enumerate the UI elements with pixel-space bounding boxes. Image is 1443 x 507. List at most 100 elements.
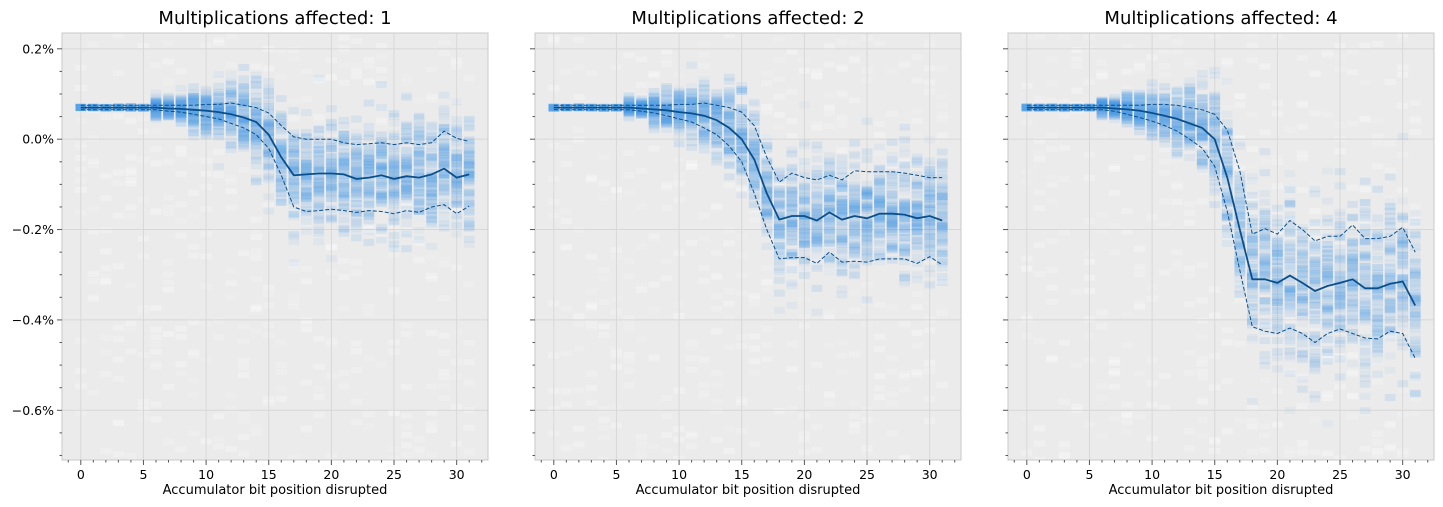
density-cell	[200, 123, 212, 130]
density-cell	[836, 291, 848, 299]
density-cell	[661, 103, 672, 111]
density-cell	[451, 176, 462, 184]
density-cell	[463, 150, 475, 158]
density-bg-cell	[238, 358, 250, 365]
density-cell	[636, 104, 647, 112]
density-bg-cell	[698, 382, 710, 389]
density-cell	[886, 243, 898, 251]
density-cell	[225, 131, 237, 139]
density-cell	[238, 116, 249, 124]
density-cell	[351, 167, 362, 175]
density-cell	[836, 206, 848, 214]
density-bg-cell	[898, 321, 911, 328]
density-cell	[849, 210, 860, 218]
density-cell	[874, 231, 885, 239]
density-cell	[313, 141, 325, 148]
density-bg-cell	[1046, 267, 1058, 274]
density-bg-cell	[100, 172, 112, 179]
density-cell	[363, 150, 375, 158]
density-cell	[723, 95, 735, 103]
density-cell	[849, 204, 860, 212]
density-cell	[163, 94, 174, 102]
density-cell	[936, 148, 948, 156]
density-bg-cell	[1071, 62, 1083, 69]
density-cell	[924, 201, 936, 209]
density-cell	[376, 190, 387, 198]
density-bg-cell	[300, 266, 312, 273]
density-cell	[426, 121, 437, 128]
density-bg-cell	[836, 218, 848, 225]
density-bg-cell	[685, 443, 698, 450]
density-bg-cell	[698, 235, 710, 242]
density-cell	[238, 115, 249, 123]
density-cell	[736, 154, 748, 162]
density-cell	[774, 221, 785, 229]
density-cell	[250, 102, 262, 110]
density-cell	[175, 113, 187, 121]
density-cell	[661, 113, 672, 121]
density-bg-cell	[250, 248, 262, 255]
density-cell	[463, 139, 475, 147]
density-cell	[250, 141, 262, 149]
density-cell	[163, 103, 174, 111]
density-cell	[438, 219, 450, 227]
density-cell	[238, 99, 249, 107]
density-cell	[363, 188, 375, 196]
density-cell	[924, 165, 936, 173]
density-bg-cell	[438, 374, 450, 381]
density-cell	[301, 187, 312, 195]
density-cell	[426, 148, 437, 156]
density-cell	[911, 204, 923, 212]
density-cell	[376, 164, 387, 172]
density-cell	[686, 116, 697, 124]
density-bg-cell	[573, 442, 585, 449]
density-bg-cell	[187, 349, 200, 356]
density-cell	[811, 264, 823, 272]
density-cell	[463, 177, 475, 185]
density-cell	[250, 156, 262, 164]
density-cell	[363, 200, 375, 208]
density-cell	[401, 184, 412, 192]
density-cell	[924, 228, 936, 235]
density-cell	[163, 94, 174, 102]
density-bg-cell	[823, 123, 836, 130]
density-cell	[363, 172, 375, 180]
density-cell	[661, 113, 672, 121]
density-bg-cell	[238, 106, 250, 113]
density-bg-cell	[87, 158, 99, 165]
density-cell	[301, 138, 312, 146]
density-cell	[623, 108, 635, 116]
density-cell	[363, 154, 375, 162]
density-cell	[150, 110, 162, 118]
density-cell	[326, 176, 337, 184]
density-cell	[451, 153, 462, 161]
density-cell	[648, 112, 660, 120]
density-cell	[150, 113, 162, 121]
density-cell	[799, 235, 810, 243]
density-cell	[836, 236, 848, 244]
density-bg-cell	[1196, 355, 1208, 362]
density-cell	[748, 138, 760, 146]
density-cell	[786, 200, 798, 208]
density-bg-cell	[1046, 132, 1058, 139]
density-cell	[376, 173, 387, 181]
density-cell	[351, 186, 362, 194]
density-cell	[438, 187, 450, 194]
density-cell	[200, 95, 212, 103]
density-cell	[661, 84, 672, 92]
density-bg-cell	[350, 73, 363, 80]
density-cell	[886, 205, 898, 213]
density-cell	[861, 256, 873, 264]
density-cell	[463, 116, 475, 124]
density-cell	[250, 112, 262, 120]
density-bg-cell	[1046, 146, 1058, 153]
density-cell	[661, 113, 672, 121]
density-bg-cell	[936, 310, 948, 317]
density-cell	[799, 241, 810, 249]
density-cell	[924, 205, 936, 213]
density-cell	[661, 105, 672, 113]
density-bg-cell	[1184, 201, 1196, 208]
density-bg-cell	[936, 116, 948, 123]
density-bg-cell	[1058, 98, 1071, 105]
